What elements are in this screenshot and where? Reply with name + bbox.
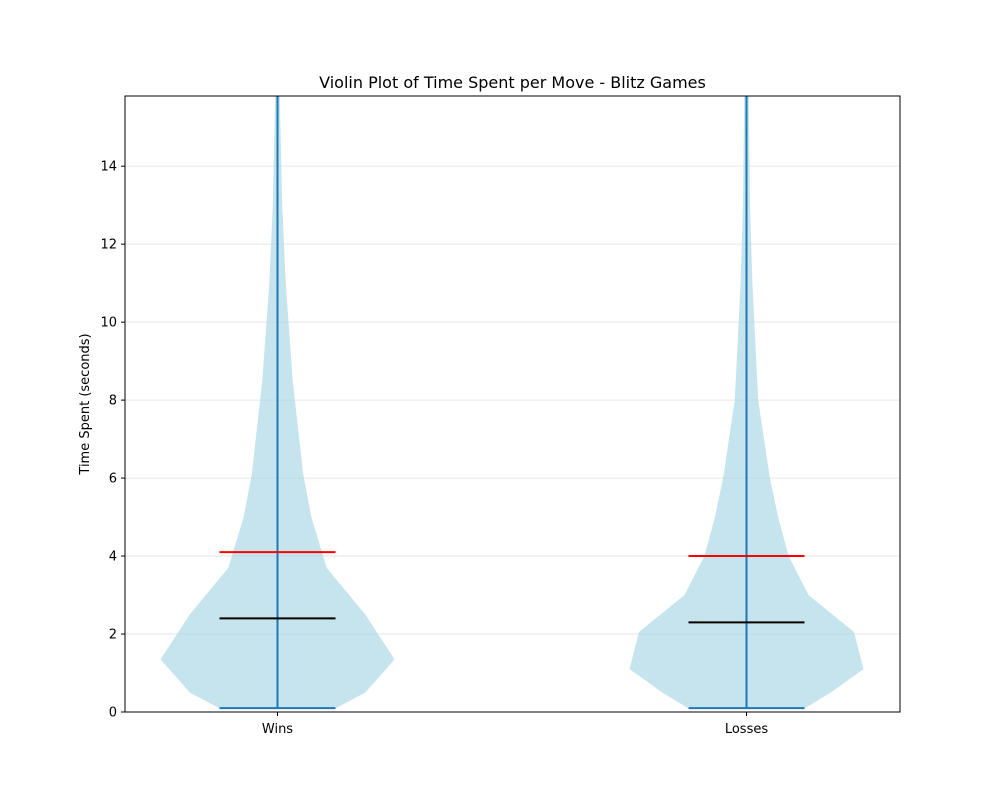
y-axis-ticks: 0 2 4 6 8 10 12 14: [100, 160, 125, 721]
y-tick-label: 2: [109, 628, 117, 643]
y-tick-label: 10: [100, 316, 117, 331]
y-tick-label: 6: [109, 472, 117, 487]
y-tick-label: 4: [109, 550, 117, 565]
x-tick-label: Wins: [262, 722, 293, 737]
violins: [160, 96, 864, 709]
y-tick-label: 12: [100, 238, 117, 253]
stat-lines: [219, 96, 805, 710]
chart-title: Violin Plot of Time Spent per Move - Bli…: [319, 73, 706, 92]
y-tick-label: 0: [109, 706, 117, 721]
plot-frame: [124, 95, 901, 713]
y-tick-label: 14: [100, 160, 117, 175]
y-tick-label: 8: [109, 394, 117, 409]
y-axis-label: Time Spent (seconds): [78, 333, 93, 475]
x-tick-label: Losses: [725, 722, 769, 737]
x-axis-ticks: Wins Losses: [262, 712, 768, 737]
